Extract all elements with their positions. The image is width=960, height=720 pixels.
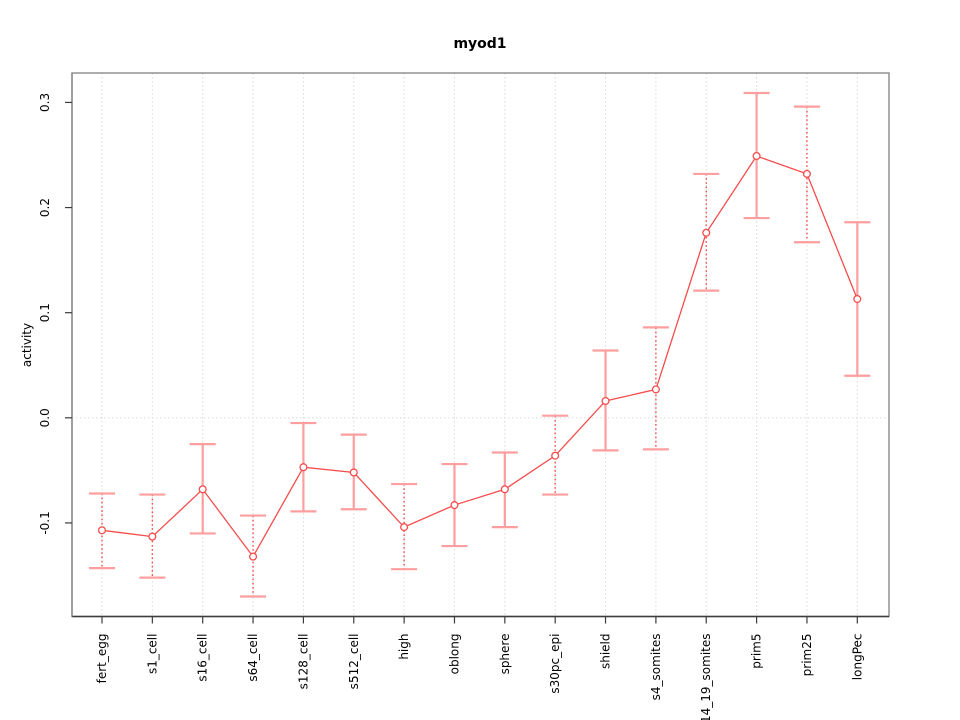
x-tick-label: oblong [447, 634, 461, 675]
x-tick-label: fert_egg [95, 634, 109, 684]
y-tick-label: 0.0 [38, 408, 52, 427]
x-tick-label: s4_somites [649, 634, 663, 701]
x-tick-label: s64_cell [246, 634, 260, 682]
data-point [400, 523, 409, 532]
data-point [97, 526, 107, 535]
data-point [601, 396, 610, 406]
x-tick-label: sphere [498, 634, 512, 675]
x-tick-label: shield [599, 634, 613, 670]
data-point [148, 532, 157, 541]
x-tick-label: s128_cell [296, 634, 310, 690]
y-tick-label: 0.3 [38, 93, 52, 112]
plot-border [71, 72, 890, 618]
x-tick-label: s30pc_epi [548, 634, 562, 694]
x-tick-label: s1_cell [145, 634, 159, 675]
x-tick-label: s512_cell [347, 634, 361, 690]
data-point [450, 501, 459, 510]
y-tick-label: -0.1 [38, 511, 52, 534]
data-point [249, 552, 258, 561]
x-tick-label: high [397, 634, 411, 660]
x-tick-label: longPec [850, 634, 864, 681]
data-point [853, 294, 862, 304]
data-point [752, 151, 761, 161]
x-tick-label: prim25 [800, 634, 814, 677]
data-point [198, 485, 207, 494]
data-point [551, 451, 560, 460]
x-tick-label: s14_19_somites [699, 634, 713, 720]
chart-title: myod1 [453, 36, 507, 52]
data-point [349, 468, 358, 477]
data-line [101, 155, 858, 558]
x-tick-label: prim5 [750, 634, 764, 669]
y-tick-label: 0.2 [38, 198, 52, 217]
x-tick-label: s16_cell [196, 634, 210, 682]
data-point [802, 169, 811, 178]
data-point [651, 385, 660, 394]
data-point [702, 228, 711, 237]
data-point [299, 463, 308, 472]
y-tick-label: 0.1 [38, 303, 52, 322]
data-point [500, 485, 509, 494]
